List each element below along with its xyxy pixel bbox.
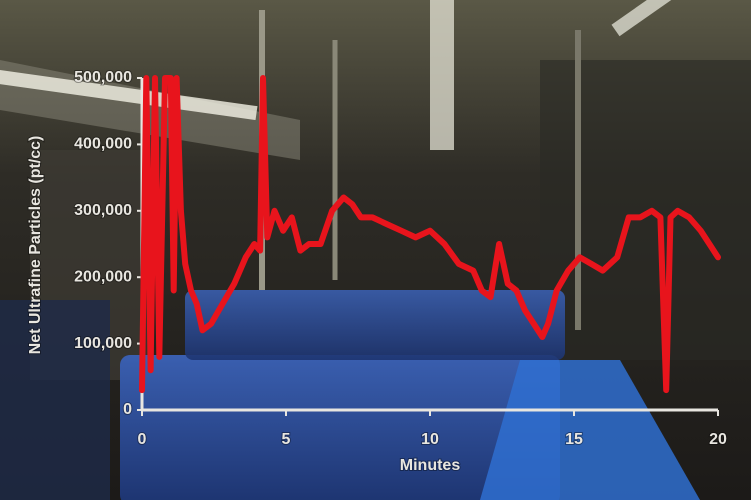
x-axis-label: Minutes	[400, 457, 461, 474]
data-line	[139, 75, 721, 394]
y-axis-label: Net Ultrafine Particles (pt/cc)	[27, 136, 44, 355]
x-tick-label: 0	[138, 431, 147, 448]
y-tick-label: 100,000	[74, 335, 132, 352]
x-tick-label: 5	[282, 431, 291, 448]
y-tick-label: 500,000	[74, 69, 132, 86]
y-tick-label: 400,000	[74, 136, 132, 153]
x-tick-label: 20	[709, 431, 727, 448]
y-tick-label: 300,000	[74, 202, 132, 219]
y-tick-label: 200,000	[74, 268, 132, 285]
x-tick-label: 10	[421, 431, 439, 448]
x-tick-label: 15	[565, 431, 583, 448]
y-tick-label: 0	[123, 401, 132, 418]
